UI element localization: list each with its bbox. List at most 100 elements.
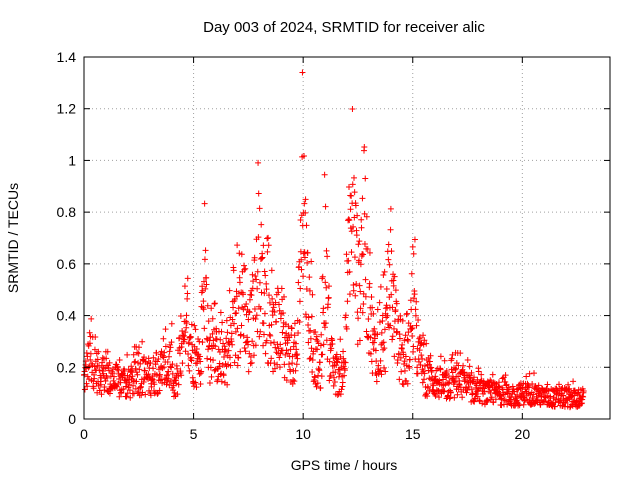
data-point xyxy=(312,328,319,335)
data-point xyxy=(109,370,116,377)
data-point xyxy=(405,329,412,336)
data-point xyxy=(468,369,475,376)
data-point xyxy=(324,253,331,260)
data-point xyxy=(87,356,94,363)
data-point xyxy=(221,343,228,350)
data-point xyxy=(117,379,124,386)
data-point xyxy=(262,350,269,357)
data-point xyxy=(238,322,245,329)
data-point xyxy=(97,381,104,388)
data-point xyxy=(193,384,200,391)
data-point xyxy=(474,393,481,400)
data-point xyxy=(348,228,355,235)
data-point xyxy=(430,382,437,389)
data-point xyxy=(209,315,216,322)
data-point xyxy=(569,402,576,409)
data-point xyxy=(282,351,289,358)
data-point xyxy=(301,249,308,256)
data-point xyxy=(314,346,321,353)
data-point xyxy=(245,368,252,375)
data-point xyxy=(398,368,405,375)
data-point xyxy=(187,333,194,340)
data-point xyxy=(186,339,193,346)
data-point xyxy=(200,298,207,305)
data-point xyxy=(351,174,358,181)
data-point xyxy=(338,386,345,393)
data-point xyxy=(200,304,207,311)
data-point xyxy=(294,355,301,362)
data-point xyxy=(102,365,109,372)
data-point xyxy=(201,256,208,263)
data-point xyxy=(457,350,464,357)
data-point xyxy=(290,377,297,384)
data-point xyxy=(389,333,396,340)
data-point xyxy=(168,364,175,371)
data-point xyxy=(526,370,533,377)
data-point xyxy=(302,196,309,203)
data-point xyxy=(103,355,110,362)
data-point xyxy=(461,369,468,376)
data-point xyxy=(406,365,413,372)
data-point xyxy=(184,275,191,282)
data-point xyxy=(349,105,356,112)
data-point xyxy=(518,390,525,397)
data-point xyxy=(224,381,231,388)
data-point xyxy=(85,342,92,349)
data-point xyxy=(385,256,392,263)
data-point xyxy=(137,360,144,367)
data-point xyxy=(355,241,362,248)
data-point xyxy=(412,312,419,319)
data-point xyxy=(168,320,175,327)
axis-ticks: 0 5 10 15 20 0 0.2 0.4 0.6 0.8 1 1.2 1.4 xyxy=(57,49,610,442)
data-point xyxy=(372,347,379,354)
data-point xyxy=(185,362,192,369)
data-point xyxy=(308,258,315,265)
data-point xyxy=(237,348,244,355)
data-point xyxy=(268,267,275,274)
data-point xyxy=(404,380,411,387)
data-point xyxy=(362,175,369,182)
data-point xyxy=(430,387,437,394)
data-point xyxy=(367,350,374,357)
data-point xyxy=(141,367,148,374)
data-point xyxy=(88,315,95,322)
data-point xyxy=(390,282,397,289)
data-point xyxy=(222,346,229,353)
data-point xyxy=(274,361,281,368)
data-point xyxy=(166,382,173,389)
data-point xyxy=(382,368,389,375)
data-point xyxy=(212,343,219,350)
data-point xyxy=(203,281,210,288)
data-point xyxy=(490,399,497,406)
data-point xyxy=(174,365,181,372)
data-point xyxy=(321,324,328,331)
data-point xyxy=(191,322,198,329)
data-point xyxy=(503,381,510,388)
data-point xyxy=(202,285,209,292)
data-point xyxy=(362,276,369,283)
data-point xyxy=(420,332,427,339)
data-point xyxy=(253,312,260,319)
data-point xyxy=(184,295,191,302)
data-point xyxy=(266,331,273,338)
data-point xyxy=(227,362,234,369)
data-point xyxy=(265,234,272,241)
data-point xyxy=(411,236,418,243)
data-point xyxy=(277,350,284,357)
data-point xyxy=(350,223,357,230)
data-point xyxy=(139,338,146,345)
data-point xyxy=(292,367,299,374)
data-point xyxy=(231,359,238,366)
data-point xyxy=(566,385,573,392)
data-point xyxy=(223,317,230,324)
data-point xyxy=(309,369,316,376)
data-point xyxy=(248,292,255,299)
data-point xyxy=(183,324,190,331)
data-point xyxy=(408,270,415,277)
data-point xyxy=(219,319,226,326)
data-point xyxy=(136,344,143,351)
data-point xyxy=(415,338,422,345)
data-point xyxy=(99,359,106,366)
data-point xyxy=(318,373,325,380)
